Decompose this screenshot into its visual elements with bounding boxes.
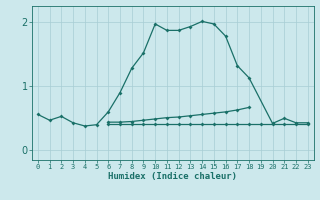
X-axis label: Humidex (Indice chaleur): Humidex (Indice chaleur) <box>108 172 237 181</box>
